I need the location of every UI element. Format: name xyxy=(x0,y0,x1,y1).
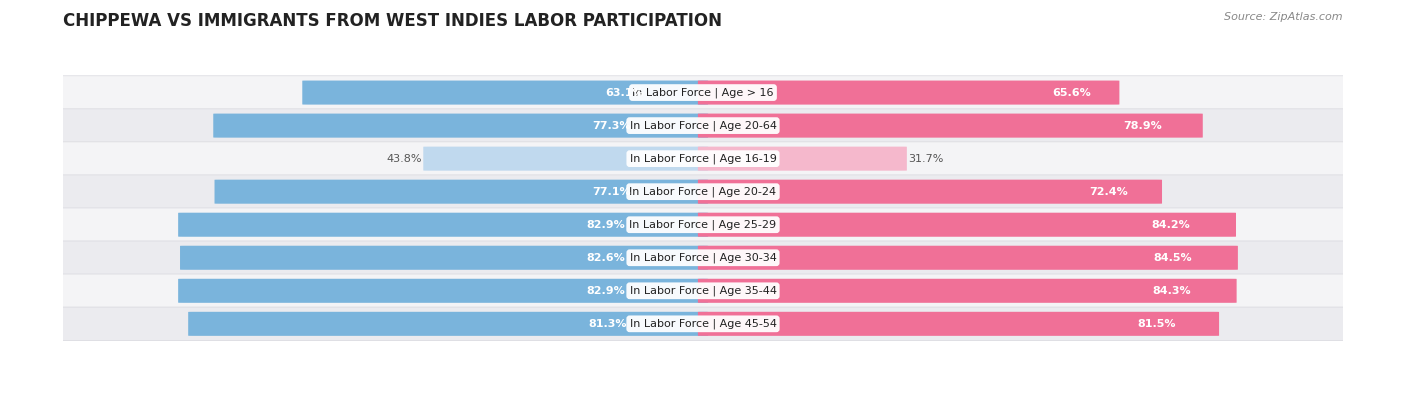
FancyBboxPatch shape xyxy=(53,175,1353,209)
FancyBboxPatch shape xyxy=(697,180,1161,204)
Text: In Labor Force | Age 16-19: In Labor Force | Age 16-19 xyxy=(630,153,776,164)
Text: In Labor Force | Age 25-29: In Labor Force | Age 25-29 xyxy=(630,220,776,230)
FancyBboxPatch shape xyxy=(214,114,709,137)
FancyBboxPatch shape xyxy=(53,208,1353,241)
FancyBboxPatch shape xyxy=(697,279,1237,303)
FancyBboxPatch shape xyxy=(697,114,1202,137)
Text: 82.6%: 82.6% xyxy=(586,253,626,263)
FancyBboxPatch shape xyxy=(53,241,1353,275)
FancyBboxPatch shape xyxy=(53,76,1353,109)
FancyBboxPatch shape xyxy=(697,246,1237,270)
Text: 77.1%: 77.1% xyxy=(592,187,630,197)
FancyBboxPatch shape xyxy=(215,180,709,204)
Text: 72.4%: 72.4% xyxy=(1088,187,1128,197)
Text: 84.2%: 84.2% xyxy=(1152,220,1191,230)
FancyBboxPatch shape xyxy=(53,307,1353,340)
Text: 84.5%: 84.5% xyxy=(1153,253,1192,263)
FancyBboxPatch shape xyxy=(53,109,1353,142)
Text: 84.3%: 84.3% xyxy=(1153,286,1191,296)
Text: In Labor Force | Age 20-24: In Labor Force | Age 20-24 xyxy=(630,186,776,197)
Text: In Labor Force | Age 30-34: In Labor Force | Age 30-34 xyxy=(630,252,776,263)
FancyBboxPatch shape xyxy=(302,81,709,105)
Text: 82.9%: 82.9% xyxy=(586,220,626,230)
FancyBboxPatch shape xyxy=(423,147,709,171)
Text: In Labor Force | Age 35-44: In Labor Force | Age 35-44 xyxy=(630,286,776,296)
Text: 77.3%: 77.3% xyxy=(592,120,630,131)
FancyBboxPatch shape xyxy=(697,147,907,171)
Text: 82.9%: 82.9% xyxy=(586,286,626,296)
FancyBboxPatch shape xyxy=(697,81,1119,105)
Text: In Labor Force | Age > 16: In Labor Force | Age > 16 xyxy=(633,87,773,98)
Text: CHIPPEWA VS IMMIGRANTS FROM WEST INDIES LABOR PARTICIPATION: CHIPPEWA VS IMMIGRANTS FROM WEST INDIES … xyxy=(63,12,723,30)
FancyBboxPatch shape xyxy=(188,312,709,336)
Text: 31.7%: 31.7% xyxy=(908,154,943,164)
Text: 63.1%: 63.1% xyxy=(605,88,644,98)
FancyBboxPatch shape xyxy=(179,213,709,237)
Text: Source: ZipAtlas.com: Source: ZipAtlas.com xyxy=(1225,12,1343,22)
FancyBboxPatch shape xyxy=(697,213,1236,237)
Text: 81.5%: 81.5% xyxy=(1137,319,1175,329)
FancyBboxPatch shape xyxy=(180,246,709,270)
Text: In Labor Force | Age 45-54: In Labor Force | Age 45-54 xyxy=(630,319,776,329)
Text: 81.3%: 81.3% xyxy=(588,319,627,329)
Text: 65.6%: 65.6% xyxy=(1053,88,1091,98)
FancyBboxPatch shape xyxy=(697,312,1219,336)
Text: In Labor Force | Age 20-64: In Labor Force | Age 20-64 xyxy=(630,120,776,131)
Text: 43.8%: 43.8% xyxy=(387,154,422,164)
FancyBboxPatch shape xyxy=(53,274,1353,308)
FancyBboxPatch shape xyxy=(179,279,709,303)
FancyBboxPatch shape xyxy=(53,142,1353,175)
Text: 78.9%: 78.9% xyxy=(1123,120,1163,131)
